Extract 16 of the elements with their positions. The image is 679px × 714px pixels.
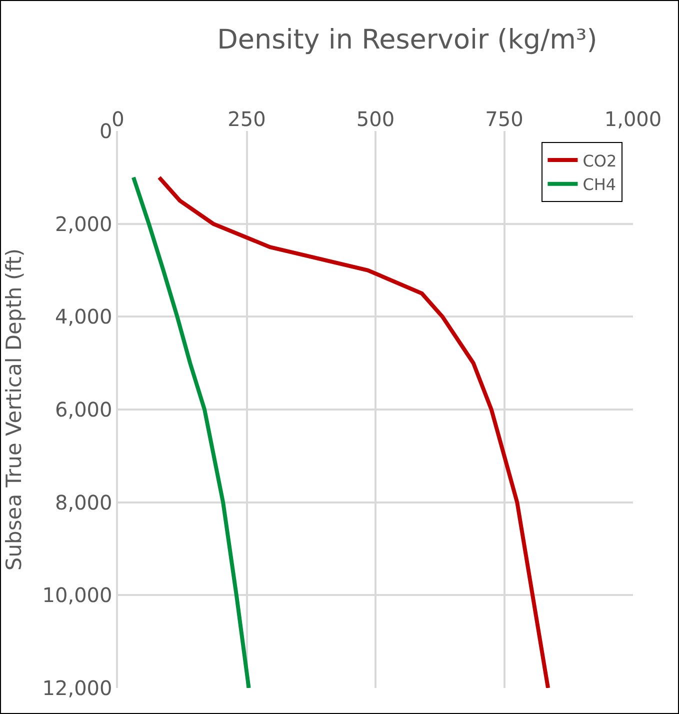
legend-label: CH4 — [582, 175, 616, 194]
legend-label: CO2 — [582, 151, 617, 170]
y-tick-label: 4,000 — [54, 304, 112, 329]
x-tick-label: 500 — [356, 107, 395, 131]
y-tick-label: 12,000 — [42, 676, 112, 700]
x-tick-label: 750 — [485, 107, 524, 131]
y-axis-title: Subsea True Vertical Depth (ft) — [2, 248, 26, 571]
y-tick-label: 6,000 — [54, 398, 112, 422]
x-tick-label: 250 — [228, 107, 266, 131]
y-tick-label: 2,000 — [54, 212, 112, 236]
chart-title: Density in Reservoir (kg/m³) — [217, 24, 598, 56]
line-series — [157, 175, 550, 688]
line-series — [131, 175, 251, 688]
y-tick-label: 8,000 — [54, 490, 112, 514]
y-tick-label: 10,000 — [42, 583, 112, 608]
x-tick-label: 1,000 — [604, 107, 662, 131]
